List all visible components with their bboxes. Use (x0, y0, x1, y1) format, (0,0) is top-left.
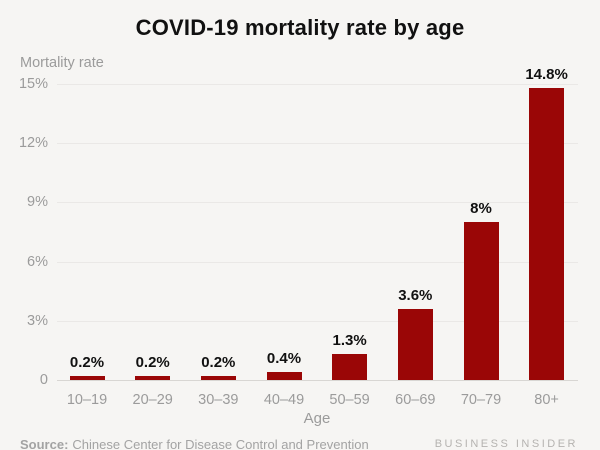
x-tick-label: 40–49 (263, 392, 305, 408)
x-tick-label: 50–59 (329, 392, 370, 408)
x-tick-label: 20–29 (132, 392, 173, 408)
bar-value-label: 0.2% (69, 354, 105, 372)
y-tick-label: 6% (27, 253, 48, 270)
bar-value-label: 3.6% (398, 287, 433, 304)
bar (463, 222, 499, 380)
x-tick-label: 80+ (534, 392, 559, 408)
bar (332, 354, 368, 380)
bar-value-label: 0.4% (266, 350, 302, 368)
source-text: Chinese Center for Disease Control and P… (72, 437, 369, 450)
y-axis-title: Mortality rate (20, 55, 104, 71)
bar-value-label: 8% (470, 200, 492, 218)
bar (529, 87, 565, 380)
bar-value-label: 1.3% (332, 332, 367, 350)
bar (135, 376, 171, 380)
x-tick-label: 30–39 (198, 392, 239, 408)
chart-title: COVID-19 mortality rate by age (135, 15, 465, 40)
bar (397, 309, 433, 380)
gridline (57, 84, 578, 85)
source-prefix: Source: (20, 437, 69, 450)
business-insider-logo: BUSINESS INSIDER (434, 438, 578, 450)
y-tick-label: 12% (18, 135, 48, 152)
gridline (57, 320, 578, 322)
bar (200, 376, 236, 380)
y-tick-label: 3% (27, 312, 48, 329)
y-tick-label: 0 (39, 372, 48, 388)
gridline (57, 261, 578, 263)
bar (69, 376, 105, 380)
source-credit: Source: Chinese Center for Disease Contro… (20, 437, 369, 450)
gridline (57, 143, 578, 145)
x-axis-baseline (57, 380, 578, 381)
x-tick-label: 60–69 (395, 392, 436, 408)
x-tick-label: 70–79 (460, 392, 502, 408)
x-axis-title: Age (303, 410, 331, 427)
y-tick-label: 9% (27, 194, 48, 211)
gridline (57, 202, 578, 204)
bar-value-label: 14.8% (525, 65, 568, 83)
y-tick-label: 15% (18, 76, 48, 92)
bar (266, 372, 302, 380)
bar-value-label: 0.2% (201, 354, 236, 372)
bar-value-label: 0.2% (135, 354, 170, 372)
x-tick-label: 10–19 (66, 392, 108, 408)
